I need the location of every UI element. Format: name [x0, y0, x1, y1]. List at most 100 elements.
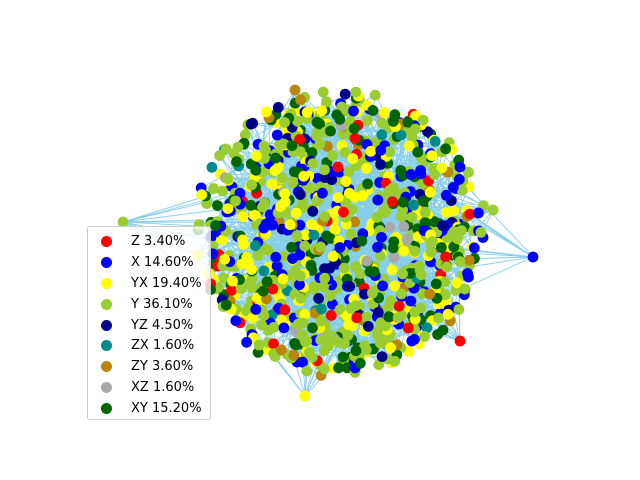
graph-node [384, 185, 395, 197]
graph-node [442, 308, 454, 320]
graph-node [360, 311, 372, 323]
graph-node [208, 183, 219, 194]
graph-node [393, 300, 405, 312]
graph-node [269, 165, 281, 176]
graph-node [219, 253, 231, 265]
legend-marker-xz [101, 382, 112, 394]
graph-node [316, 303, 327, 315]
graph-node [375, 159, 386, 170]
graph-node [435, 242, 447, 253]
graph-node [406, 211, 418, 223]
legend-marker-z [101, 235, 112, 247]
graph-node [487, 204, 499, 216]
graph-node [334, 242, 346, 253]
graph-node [291, 230, 303, 242]
graph-node [286, 140, 298, 152]
graph-node [433, 312, 444, 324]
graph-node [241, 336, 253, 348]
graph-node [257, 201, 268, 213]
graph-node [325, 125, 336, 137]
graph-node [354, 357, 366, 369]
graph-node [432, 329, 443, 340]
graph-node [409, 245, 421, 257]
graph-node [409, 123, 421, 135]
graph-node [378, 205, 389, 217]
graph-node [230, 195, 241, 207]
graph-node [261, 106, 272, 118]
graph-node [319, 272, 331, 284]
graph-node [417, 114, 429, 126]
graph-node [235, 283, 247, 294]
graph-node [429, 169, 440, 180]
graph-node [464, 208, 476, 220]
graph-node [299, 240, 311, 252]
graph-node [454, 161, 466, 173]
graph-node [365, 145, 377, 157]
graph-node [318, 345, 330, 357]
graph-node [387, 116, 399, 127]
graph-node [342, 329, 354, 341]
graph-node [262, 244, 274, 256]
graph-node [440, 207, 452, 219]
graph-node [437, 220, 449, 232]
graph-node [261, 276, 273, 288]
graph-node [376, 129, 388, 141]
graph-node [349, 216, 360, 228]
graph-node [440, 143, 452, 155]
graph-node [246, 264, 257, 275]
graph-node [439, 289, 451, 301]
graph-node [384, 146, 395, 157]
graph-node [267, 283, 279, 295]
graph-node [375, 317, 387, 329]
graph-node [327, 251, 339, 262]
graph-node [327, 298, 338, 310]
graph-node [454, 256, 466, 267]
graph-node [389, 280, 400, 292]
graph-node [220, 299, 232, 311]
graph-node [196, 189, 208, 201]
graph-node [374, 250, 386, 262]
graph-node [389, 355, 401, 367]
graph-node [418, 195, 429, 207]
graph-node [338, 262, 350, 274]
graph-node [289, 338, 300, 349]
legend-marker-y [101, 298, 112, 310]
graph-node [299, 390, 311, 402]
graph-node [260, 144, 271, 156]
graph-node [278, 138, 289, 150]
graph-node [356, 235, 368, 247]
graph-node [327, 150, 338, 161]
graph-node [350, 345, 362, 357]
graph-node [348, 123, 360, 134]
graph-node [305, 259, 317, 271]
graph-node [294, 219, 306, 231]
graph-node [266, 309, 278, 321]
graph-node [415, 269, 427, 281]
graph-node [376, 351, 388, 362]
graph-node [405, 295, 417, 307]
graph-node [270, 152, 281, 164]
graph-node [237, 211, 249, 223]
legend-label-x: X 14.60% [131, 254, 194, 270]
graph-node [415, 168, 427, 180]
graph-node [346, 204, 358, 215]
graph-node [316, 105, 328, 116]
graph-node [357, 190, 369, 202]
graph-node [323, 330, 335, 342]
graph-node [290, 207, 302, 219]
graph-node [250, 164, 262, 176]
graph-node [271, 260, 283, 272]
graph-node [307, 322, 318, 334]
graph-node [306, 351, 318, 363]
graph-node [311, 116, 323, 128]
graph-node [430, 278, 442, 290]
graph-node [252, 249, 264, 261]
legend-item-y: Y 36.10% [94, 294, 204, 315]
graph-node [332, 161, 344, 173]
graph-node [406, 335, 418, 347]
graph-node [452, 233, 463, 245]
legend-label-xz: XZ 1.60% [131, 380, 195, 396]
graph-node [319, 164, 330, 176]
graph-node [245, 199, 257, 211]
graph-node [385, 295, 396, 307]
